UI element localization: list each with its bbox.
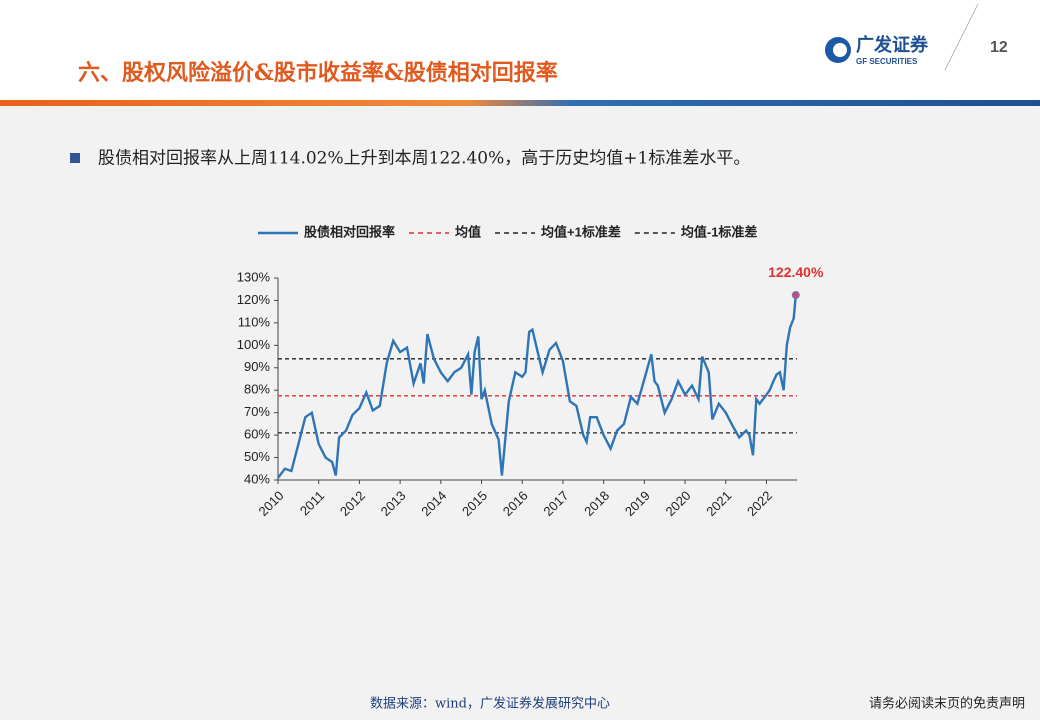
chart: 40% 50% 60% 70% 80% 90% 100% 110% 120% 130% 2010 20… bbox=[237, 224, 824, 519]
source: 数据来源：wind，广发证券发展研究中心 bbox=[370, 696, 610, 712]
last-point bbox=[791, 291, 800, 300]
x-tick-label: 2014 bbox=[418, 488, 449, 519]
y-tick-label: 40% bbox=[244, 471, 270, 486]
header-band bbox=[0, 100, 1040, 106]
x-tick-label: 2013 bbox=[378, 488, 409, 519]
divider bbox=[944, 3, 979, 71]
y-tick-label: 90% bbox=[244, 359, 270, 374]
x-tick-label: 2016 bbox=[500, 488, 531, 519]
legend-label: 均值+1标准差 bbox=[541, 224, 621, 239]
page-number: 12 bbox=[990, 39, 1008, 56]
y-tick-label: 110% bbox=[238, 314, 271, 329]
x-tick-label: 2010 bbox=[255, 488, 286, 519]
x-tick-label: 2019 bbox=[622, 488, 653, 519]
header-bg bbox=[0, 0, 1040, 100]
logo-icon-inner bbox=[833, 43, 847, 57]
x-tick-label: 2015 bbox=[459, 488, 490, 519]
disclaimer: 请务必阅读末页的免责声明 bbox=[869, 696, 1025, 712]
slide-title: 六、股权风险溢价&股市收益率&股债相对回报率 bbox=[78, 60, 558, 86]
series-line bbox=[277, 294, 797, 479]
logo-en: GF SECURITIES bbox=[856, 57, 918, 66]
x-tick-label: 2020 bbox=[663, 488, 694, 519]
y-tick-label: 60% bbox=[244, 427, 270, 442]
y-tick-label: 50% bbox=[244, 449, 270, 464]
y-tick-label: 100% bbox=[237, 337, 271, 352]
x-tick-label: 2017 bbox=[540, 488, 571, 519]
logo-cn: 广发证券 bbox=[856, 34, 929, 55]
annotation: 122.40% bbox=[768, 264, 824, 280]
legend-label: 均值 bbox=[455, 224, 481, 239]
x-tick-label: 2018 bbox=[581, 488, 612, 519]
legend-label: 均值-1标准差 bbox=[681, 224, 758, 239]
bullet-text: 股债相对回报率从上周114.02%上升到本周122.40%，高于历史均值+1标准… bbox=[98, 149, 750, 169]
x-tick-label: 2021 bbox=[703, 488, 734, 519]
y-tick-label: 70% bbox=[244, 404, 270, 419]
y-tick-label: 120% bbox=[237, 292, 271, 307]
x-tick-label: 2012 bbox=[337, 488, 368, 519]
bullet-marker bbox=[70, 153, 80, 163]
y-tick-label: 80% bbox=[244, 382, 270, 397]
y-tick-label: 130% bbox=[237, 269, 271, 284]
x-tick-label: 2011 bbox=[297, 488, 327, 518]
x-tick-label: 2022 bbox=[744, 488, 775, 519]
legend-label: 股债相对回报率 bbox=[304, 224, 395, 239]
